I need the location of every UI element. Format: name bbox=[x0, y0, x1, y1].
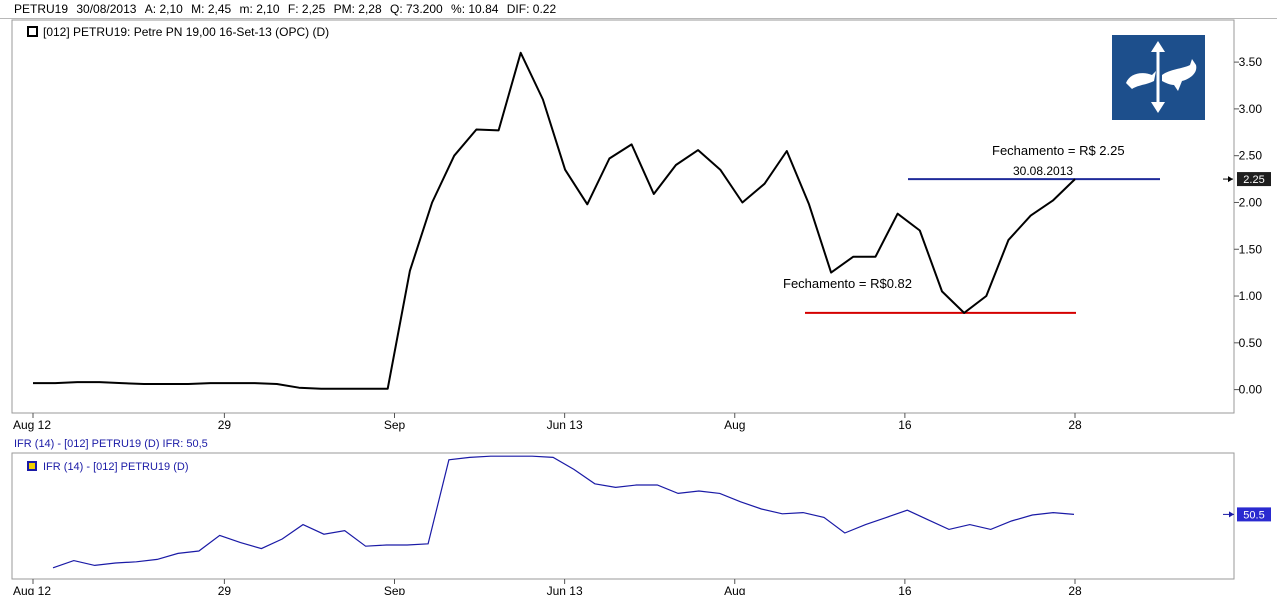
price-chart[interactable]: [012] PETRU19: Petre PN 19,00 16-Set-13 … bbox=[0, 19, 1277, 435]
info-close: F: 2,25 bbox=[287, 2, 326, 16]
ifr-x-tick-label: Jun 13 bbox=[547, 584, 583, 595]
ifr-x-tick-label: Aug 12 bbox=[13, 584, 51, 595]
close-low-annotation: Fechamento = R$0.82 bbox=[783, 276, 912, 291]
price-last-value-label: 2.25 bbox=[1243, 174, 1264, 186]
price-series bbox=[33, 51, 1076, 390]
price-x-axis: Aug 12 29 Sep Jun 13 Aug 16 28 bbox=[13, 413, 1082, 432]
price-y-tick-label: 3.50 bbox=[1239, 55, 1263, 69]
info-date: 30/08/2013 bbox=[76, 2, 137, 16]
quote-info-bar: PETRU19 30/08/2013 A: 2,10 M: 2,45 m: 2,… bbox=[0, 0, 1277, 19]
info-low: m: 2,10 bbox=[239, 2, 280, 16]
price-last-box bbox=[1237, 172, 1271, 187]
price-x-tick-label: Jun 13 bbox=[547, 418, 583, 432]
info-diff: DIF: 0.22 bbox=[506, 2, 557, 16]
info-symbol: PETRU19 bbox=[14, 2, 69, 16]
ifr-x-tick-label: 28 bbox=[1068, 584, 1082, 595]
info-open: A: 2,10 bbox=[144, 2, 183, 16]
ifr-plot-frame bbox=[11, 452, 1235, 580]
bull-bear-arrows-icon bbox=[1112, 35, 1205, 120]
info-change: %: 10.84 bbox=[451, 2, 499, 16]
ifr-line bbox=[52, 455, 1075, 569]
close-high-annotation: Fechamento = R$ 2.25 bbox=[992, 143, 1125, 158]
ifr-x-axis: Aug 12 29 Sep Jun 13 Aug 16 28 bbox=[13, 579, 1082, 595]
ifr-last-arrowhead bbox=[1229, 511, 1234, 518]
ifr-last-box bbox=[1237, 507, 1271, 522]
ifr-x-tick-label: 29 bbox=[218, 584, 232, 595]
price-y-tick-label: 2.00 bbox=[1239, 195, 1263, 209]
price-x-tick-label: 28 bbox=[1068, 418, 1082, 432]
price-y-tick-label: 1.00 bbox=[1239, 289, 1263, 303]
ifr-x-tick-label: 16 bbox=[898, 584, 912, 595]
price-y-tick-label: 3.00 bbox=[1239, 102, 1263, 116]
price-y-axis: 0.00 0.50 1.00 1.50 2.00 2.50 3.00 3.50 bbox=[1234, 55, 1262, 397]
ifr-x-tick-label: Aug bbox=[724, 584, 745, 595]
ifr-legend-swatch bbox=[27, 461, 37, 471]
price-x-tick-label: 29 bbox=[218, 418, 232, 432]
price-y-tick-label: 0.50 bbox=[1239, 336, 1263, 350]
ifr-chart[interactable]: IFR (14) - [012] PETRU19 (D) Aug 12 29 Sep… bbox=[0, 452, 1277, 595]
ifr-x-tick-label: Sep bbox=[384, 584, 406, 595]
price-legend-swatch bbox=[27, 26, 38, 37]
info-high: M: 2,45 bbox=[191, 2, 232, 16]
indicator-header: IFR (14) - [012] PETRU19 (D) IFR: 50,5 bbox=[0, 437, 1277, 451]
ifr-last-value: 50.5 bbox=[1223, 507, 1271, 522]
ifr-legend: IFR (14) - [012] PETRU19 (D) bbox=[43, 461, 188, 473]
price-last-arrowhead bbox=[1228, 176, 1233, 183]
info-quantity: Q: 73.200 bbox=[389, 2, 443, 16]
close-date-annotation: 30.08.2013 bbox=[1013, 164, 1073, 178]
price-x-tick-label: Aug bbox=[724, 418, 745, 432]
price-legend: [012] PETRU19: Petre PN 19,00 16-Set-13 … bbox=[43, 25, 329, 39]
price-x-tick-label: Aug 12 bbox=[13, 418, 51, 432]
price-annotations: Fechamento = R$ 2.25 30.08.2013 Fechamento… bbox=[783, 143, 1160, 314]
price-y-tick-label: 1.50 bbox=[1239, 242, 1263, 256]
ifr-last-value-label: 50.5 bbox=[1243, 509, 1264, 521]
price-line bbox=[33, 51, 1076, 390]
price-y-tick-label: 2.50 bbox=[1239, 149, 1263, 163]
ifr-series bbox=[52, 455, 1075, 569]
price-x-tick-label: 16 bbox=[898, 418, 912, 432]
info-avg-price: PM: 2,28 bbox=[333, 2, 382, 16]
price-last-value: 2.25 bbox=[1223, 172, 1271, 187]
indicator-title: IFR (14) - [012] PETRU19 (D) IFR: 50,5 bbox=[14, 438, 208, 450]
price-plot-frame bbox=[11, 19, 1235, 414]
price-y-tick-label: 0.00 bbox=[1239, 383, 1263, 397]
price-x-tick-label: Sep bbox=[384, 418, 406, 432]
